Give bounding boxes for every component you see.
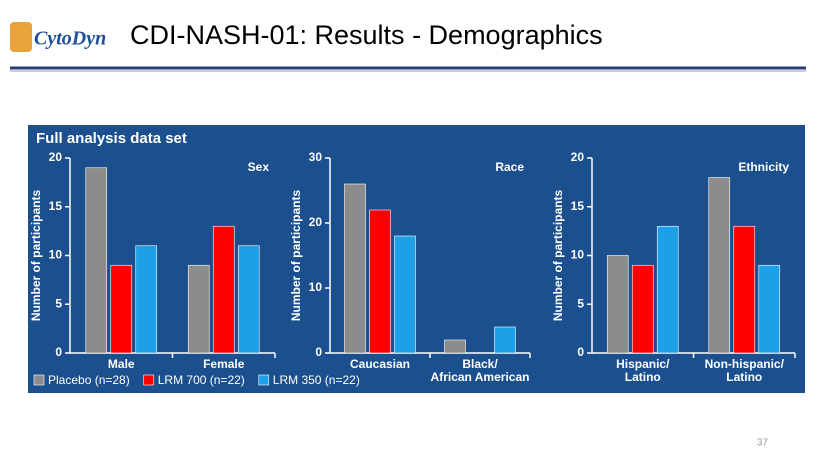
y-tick-label: 15 xyxy=(49,199,63,213)
y-tick-label: 0 xyxy=(315,345,322,359)
legend-label: LRM 700 (n=22) xyxy=(158,373,245,387)
y-tick-label: 10 xyxy=(571,248,585,262)
y-axis-label: Number of participants xyxy=(551,190,565,322)
x-tick-label: Female xyxy=(203,357,245,371)
y-tick-label: 10 xyxy=(309,280,323,294)
x-tick-label: Black/ African American xyxy=(430,357,530,384)
chart-title: Ethnicity xyxy=(738,160,789,174)
legend-swatch xyxy=(258,374,270,386)
bar xyxy=(212,225,235,354)
y-tick-label: 30 xyxy=(309,150,323,164)
bar xyxy=(494,326,516,354)
legend-label: LRM 350 (n=22) xyxy=(273,373,360,387)
bar xyxy=(237,245,260,354)
y-tick-label: 20 xyxy=(571,150,585,164)
bar xyxy=(394,235,416,354)
chart-title: Sex xyxy=(248,160,270,174)
bar xyxy=(444,339,466,354)
bar xyxy=(110,264,133,354)
y-tick-label: 0 xyxy=(577,345,584,359)
bar xyxy=(733,225,756,354)
bar xyxy=(708,177,731,354)
y-axis-label: Number of participants xyxy=(289,190,303,322)
bar xyxy=(656,225,679,354)
x-tick-label: Male xyxy=(107,357,135,371)
legend-swatch xyxy=(143,374,155,386)
legend-swatch xyxy=(33,374,45,386)
x-tick-label: Hispanic/ Latino xyxy=(616,357,670,384)
page-number: 37 xyxy=(757,438,769,449)
y-tick-label: 20 xyxy=(309,215,323,229)
y-tick-label: 20 xyxy=(49,150,63,164)
y-tick-label: 5 xyxy=(577,296,584,310)
logo: CytoDyn xyxy=(34,28,106,50)
y-tick-label: 15 xyxy=(571,199,585,213)
bar xyxy=(344,183,366,354)
y-tick-label: 10 xyxy=(49,248,63,262)
y-axis-label: Number of participants xyxy=(29,190,43,322)
chart-title: Race xyxy=(495,160,524,174)
bar xyxy=(85,167,108,354)
legend-label: Placebo (n=28) xyxy=(48,373,130,387)
bar xyxy=(135,245,158,354)
slide-title: CDI-NASH-01: Results - Demographics xyxy=(130,20,603,50)
x-tick-label: Caucasian xyxy=(349,357,411,371)
bar xyxy=(187,264,210,354)
bar xyxy=(631,264,654,354)
logo-icon xyxy=(10,22,32,52)
bar xyxy=(758,264,781,354)
y-tick-label: 0 xyxy=(55,345,62,359)
panel-title: Full analysis data set xyxy=(36,130,187,147)
y-tick-label: 5 xyxy=(55,296,62,310)
x-tick-label: Non-hispanic/ Latino xyxy=(704,357,784,384)
bar xyxy=(369,209,391,354)
bar xyxy=(606,255,629,354)
